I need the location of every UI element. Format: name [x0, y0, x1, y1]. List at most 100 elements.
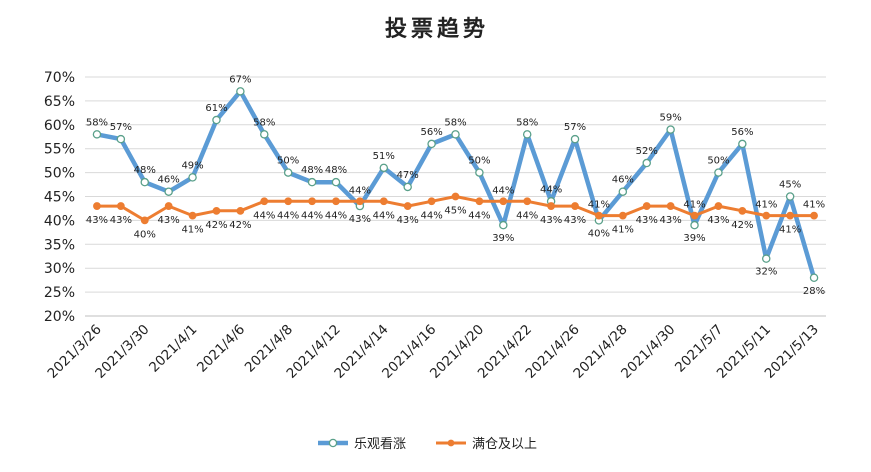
data-point — [284, 197, 293, 206]
data-label-full-position: 42% — [731, 220, 753, 231]
data-label-bullish: 50% — [707, 156, 729, 167]
data-label-bullish: 48% — [325, 165, 347, 176]
data-point — [761, 254, 771, 263]
data-label-bullish: 39% — [683, 233, 705, 244]
data-point — [714, 168, 723, 177]
data-point — [618, 187, 628, 196]
data-label-full-position: 41% — [588, 200, 610, 211]
data-label-full-position: 41% — [779, 225, 801, 236]
legend: 乐观看涨 满仓及以上 — [318, 436, 537, 452]
data-label-full-position: 44% — [253, 210, 275, 221]
data-point — [307, 177, 317, 187]
data-label-bullish: 61% — [205, 103, 227, 114]
data-point — [762, 211, 771, 220]
data-point — [379, 197, 388, 206]
data-point — [116, 134, 126, 144]
data-label-full-position: 41% — [803, 200, 825, 211]
data-label-bullish: 28% — [803, 286, 825, 297]
data-label-bullish: 40% — [588, 228, 610, 239]
series-full-position — [93, 192, 818, 225]
data-point — [666, 202, 675, 210]
data-point — [570, 134, 580, 144]
data-label-bullish: 59% — [660, 113, 682, 124]
data-label-bullish: 50% — [277, 156, 299, 167]
x-tick-label: 2021/4/1 — [146, 322, 200, 376]
y-tick-label: 30% — [44, 261, 75, 277]
data-point — [332, 197, 340, 206]
data-label-bullish: 58% — [253, 117, 275, 128]
data-point — [164, 202, 173, 210]
data-label-full-position: 44% — [492, 185, 514, 196]
data-point — [499, 197, 508, 206]
legend-label: 乐观看涨 — [354, 436, 406, 452]
data-point — [283, 168, 293, 177]
data-point — [188, 173, 197, 182]
data-label-bullish: 32% — [755, 267, 777, 278]
data-point — [260, 130, 269, 139]
data-label-full-position: 43% — [86, 215, 108, 226]
legend-marker — [328, 438, 338, 448]
data-point — [236, 87, 245, 96]
data-point — [547, 202, 556, 210]
data-point — [499, 220, 508, 230]
data-label-full-position: 44% — [349, 185, 371, 196]
data-point — [451, 130, 460, 139]
series-layer — [92, 87, 819, 283]
y-tick-label: 50% — [44, 166, 75, 182]
data-label-bullish: 44% — [540, 184, 562, 195]
data-label-bullish: 58% — [444, 117, 466, 128]
data-point — [595, 211, 603, 220]
data-point — [690, 211, 699, 220]
y-tick-label: 35% — [44, 237, 75, 253]
data-point — [810, 211, 818, 220]
x-tick-label: 2021/4/6 — [194, 322, 248, 376]
y-tick-label: 25% — [44, 285, 75, 301]
data-label-bullish: 58% — [86, 117, 108, 128]
data-label-bullish: 47% — [397, 170, 419, 181]
data-label-full-position: 42% — [205, 220, 227, 231]
data-label-full-position: 41% — [683, 200, 705, 211]
data-label-full-position: 43% — [540, 215, 562, 226]
data-label-full-position: 43% — [564, 215, 586, 226]
data-label-full-position: 43% — [636, 215, 658, 226]
y-tick-label: 20% — [44, 309, 75, 325]
y-tick-label: 40% — [44, 213, 75, 229]
y-tick-label: 45% — [44, 190, 75, 206]
data-label-bullish: 58% — [516, 117, 538, 128]
data-label-bullish: 56% — [420, 127, 442, 138]
y-tick-label: 55% — [44, 142, 75, 158]
data-point — [714, 202, 723, 210]
data-label-bullish: 49% — [181, 160, 203, 171]
data-point — [451, 192, 460, 201]
data-label-bullish: 50% — [468, 156, 490, 167]
data-point — [618, 211, 627, 220]
data-point — [331, 177, 341, 187]
data-point — [666, 125, 675, 134]
data-label-bullish: 43% — [349, 214, 371, 225]
data-point — [188, 211, 197, 220]
data-point — [642, 158, 651, 168]
data-label-full-position: 41% — [181, 225, 203, 236]
data-point — [690, 220, 699, 230]
data-label-full-position: 45% — [444, 206, 466, 217]
data-point — [236, 206, 245, 215]
legend-marker — [447, 439, 455, 447]
data-label-bullish: 57% — [564, 122, 586, 133]
data-point — [522, 130, 532, 139]
data-label-bullish: 46% — [612, 175, 634, 186]
data-label-full-position: 41% — [755, 200, 777, 211]
data-label-full-position: 44% — [420, 210, 442, 221]
data-point — [140, 216, 149, 225]
data-point — [738, 206, 747, 215]
chart-title: 投票趋势 — [385, 16, 489, 42]
data-label-full-position: 43% — [397, 215, 419, 226]
data-label-full-position: 43% — [660, 215, 682, 226]
legend-label: 满仓及以上 — [472, 437, 537, 452]
data-point — [93, 202, 101, 210]
data-point — [642, 202, 651, 210]
data-label-full-position: 44% — [301, 210, 323, 221]
data-point — [308, 197, 316, 206]
data-point — [212, 206, 221, 215]
data-point — [260, 197, 269, 206]
